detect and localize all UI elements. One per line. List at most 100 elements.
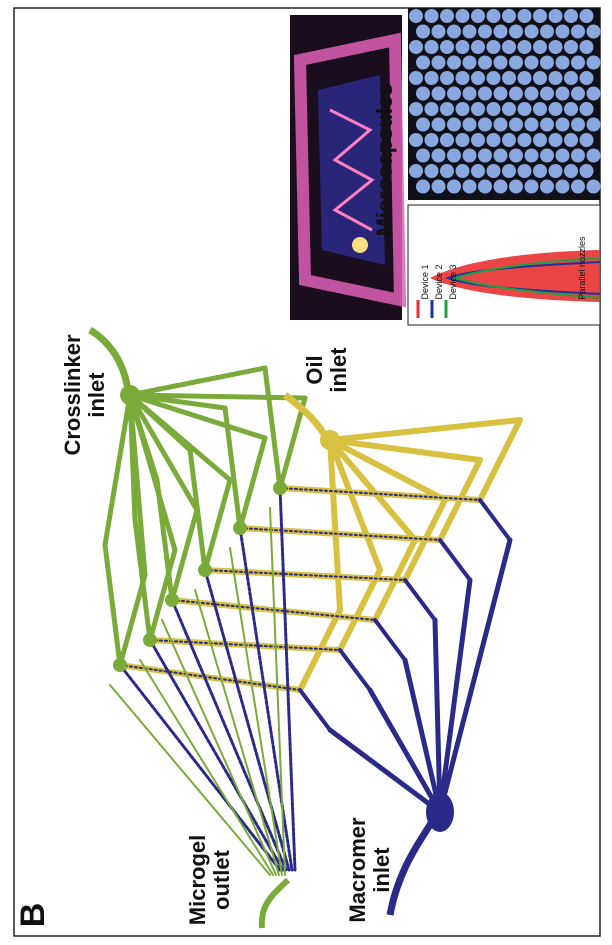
capsule xyxy=(447,86,461,101)
capsule xyxy=(462,148,477,163)
capsule xyxy=(462,55,477,70)
capsule xyxy=(486,133,501,147)
channel xyxy=(477,417,523,503)
capsule xyxy=(478,179,492,194)
channel xyxy=(237,435,268,531)
capsule xyxy=(517,9,532,23)
capsule xyxy=(586,179,601,194)
capsule xyxy=(431,86,446,101)
capsule xyxy=(517,40,532,54)
capsule xyxy=(564,40,578,54)
channel xyxy=(278,486,297,872)
capsule xyxy=(471,71,485,85)
channel xyxy=(203,568,291,872)
capsule xyxy=(431,148,446,163)
capsule xyxy=(431,117,446,132)
capsule xyxy=(548,40,563,54)
microgel-label: Microgeloutlet xyxy=(185,835,234,925)
capsule xyxy=(440,133,454,147)
capsule xyxy=(524,179,539,194)
capsule xyxy=(409,71,423,85)
channel xyxy=(127,365,268,398)
capsule xyxy=(478,86,492,101)
capsule xyxy=(509,86,523,101)
junction xyxy=(113,658,127,672)
capsule xyxy=(579,40,594,54)
capsule xyxy=(471,9,485,23)
channel xyxy=(277,395,308,491)
channel xyxy=(117,572,148,668)
capsule xyxy=(416,179,430,194)
capsule xyxy=(524,148,539,163)
channel xyxy=(337,567,383,653)
channel xyxy=(327,417,523,443)
channel xyxy=(239,527,441,541)
capsule xyxy=(478,55,492,70)
inlet-arrow xyxy=(88,326,132,391)
capsule xyxy=(493,55,508,70)
distribution-plot xyxy=(407,204,601,326)
capsule xyxy=(471,102,485,116)
capsule xyxy=(586,117,601,132)
capsule xyxy=(571,55,585,70)
channel xyxy=(154,477,175,603)
channel xyxy=(279,487,481,501)
capsule xyxy=(447,24,461,39)
channel xyxy=(432,617,443,815)
capsule xyxy=(524,117,539,132)
channel xyxy=(118,663,282,872)
capsule xyxy=(540,179,554,194)
inlet-arrow xyxy=(282,392,330,440)
capsule xyxy=(548,71,563,85)
channel xyxy=(127,392,138,523)
capsule xyxy=(586,148,601,163)
crosslinker-label-line: Crosslinker xyxy=(60,334,85,455)
channel xyxy=(187,447,208,573)
capsule xyxy=(493,24,508,39)
capsule xyxy=(555,117,570,132)
capsule xyxy=(540,86,554,101)
capsule xyxy=(478,148,492,163)
capsule xyxy=(509,179,523,194)
capsule xyxy=(409,164,423,178)
capsule xyxy=(509,55,523,70)
capsule xyxy=(548,102,563,116)
junction xyxy=(198,563,212,577)
capsule xyxy=(579,71,594,85)
capsule xyxy=(533,9,547,23)
channel xyxy=(298,688,332,732)
capsule xyxy=(416,148,430,163)
capsule xyxy=(462,24,477,39)
channel xyxy=(373,618,407,662)
capsule xyxy=(455,133,470,147)
capsule xyxy=(564,71,578,85)
capsule xyxy=(447,55,461,70)
capsule xyxy=(548,9,563,23)
capsule xyxy=(564,133,578,147)
capsule xyxy=(424,133,439,147)
capsule xyxy=(493,86,508,101)
capsule xyxy=(471,164,485,178)
capsule xyxy=(533,133,547,147)
capsule xyxy=(409,133,423,147)
channel xyxy=(437,577,473,815)
capsule xyxy=(509,24,523,39)
capsule xyxy=(471,40,485,54)
microgel-label-line: Microgel xyxy=(185,835,210,925)
channel xyxy=(327,437,418,543)
capsule xyxy=(509,148,523,163)
capsule xyxy=(502,71,516,85)
capsule xyxy=(440,102,454,116)
channel xyxy=(327,437,383,573)
channel xyxy=(161,619,277,876)
channel xyxy=(327,437,483,463)
capsule xyxy=(416,86,430,101)
channel xyxy=(148,638,285,872)
capsule xyxy=(455,164,470,178)
capsule xyxy=(571,148,585,163)
channel xyxy=(338,648,372,692)
capsule xyxy=(502,164,516,178)
crosslinker-label-line: inlet xyxy=(84,372,109,418)
channel xyxy=(139,659,274,876)
